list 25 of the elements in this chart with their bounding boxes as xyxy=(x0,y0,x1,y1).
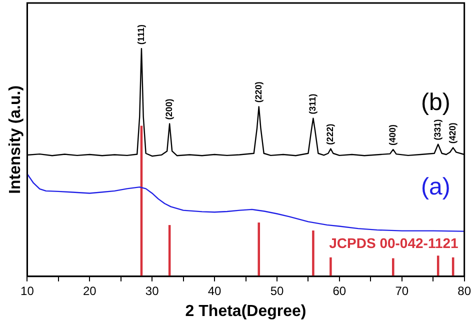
x-tick-label: 10 xyxy=(20,284,34,298)
bar xyxy=(330,257,332,276)
annotation: (331) xyxy=(432,119,443,140)
x-tick-label: 60 xyxy=(332,284,346,298)
series-label: JCPDS 00-042-1121 xyxy=(329,234,459,251)
bar xyxy=(258,222,260,276)
bar xyxy=(392,258,394,276)
annotation: (400) xyxy=(388,124,398,146)
x-axis-title: 2 Theta(Degree) xyxy=(185,302,306,320)
x-tick-label: 30 xyxy=(145,284,160,298)
x-tick-label: 20 xyxy=(82,284,97,298)
x-tick-label: 50 xyxy=(270,284,284,298)
annotation: (222) xyxy=(325,124,336,145)
annotation: (111) xyxy=(136,24,146,45)
series-label: (b) xyxy=(420,88,450,116)
series-label: (a) xyxy=(420,173,450,200)
annotation: (420) xyxy=(448,122,458,144)
bar xyxy=(312,230,314,276)
annotation: (220) xyxy=(253,82,264,103)
y-axis-title: Intensity (a.u.) xyxy=(7,85,24,194)
x-tick-label: 80 xyxy=(458,284,472,298)
annotation: (311) xyxy=(308,94,318,114)
x-tick-label: 40 xyxy=(208,284,222,298)
x-tick-label: 70 xyxy=(395,284,409,298)
annotation: (200) xyxy=(164,98,174,120)
